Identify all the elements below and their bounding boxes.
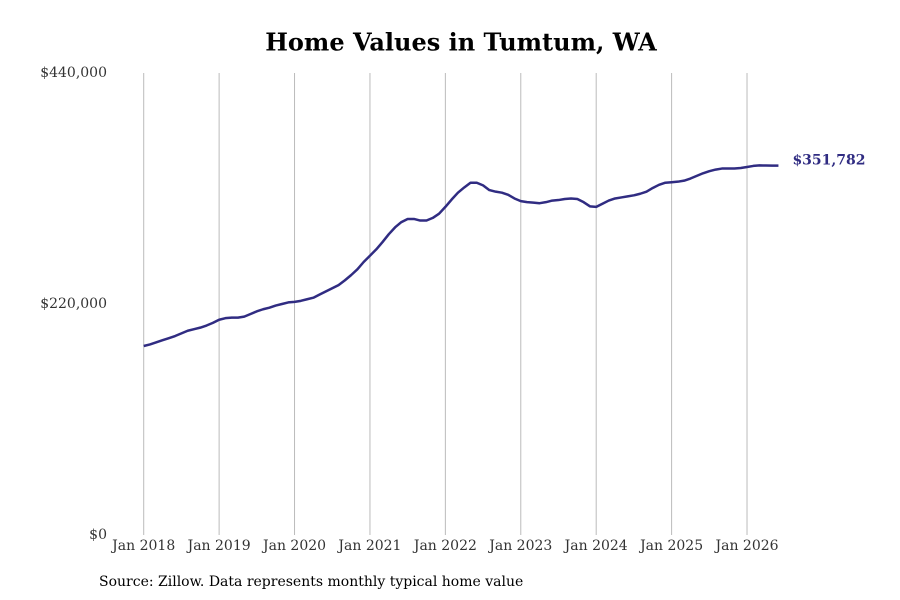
x-tick-label: Jan 2020 bbox=[261, 538, 326, 554]
x-tick-label: Jan 2026 bbox=[713, 538, 778, 554]
source-note: Source: Zillow. Data represents monthly … bbox=[99, 574, 523, 590]
x-tick-label: Jan 2025 bbox=[638, 538, 703, 554]
data-label: $351,782 bbox=[792, 153, 865, 169]
chart-title: Home Values in Tumtum, WA bbox=[265, 28, 657, 57]
y-tick-label: $440,000 bbox=[40, 65, 107, 81]
line-series bbox=[143, 164, 779, 348]
y-tick-label: $0 bbox=[89, 527, 107, 543]
x-tick-label: Jan 2021 bbox=[336, 538, 401, 554]
x-tick-label: Jan 2019 bbox=[186, 538, 251, 554]
x-tick-label: Jan 2024 bbox=[563, 538, 628, 554]
y-tick-label: $220,000 bbox=[40, 296, 107, 312]
x-tick-label: Jan 2023 bbox=[487, 538, 552, 554]
x-tick-label: Jan 2022 bbox=[412, 538, 477, 554]
x-tick-label: Jan 2018 bbox=[110, 538, 175, 554]
